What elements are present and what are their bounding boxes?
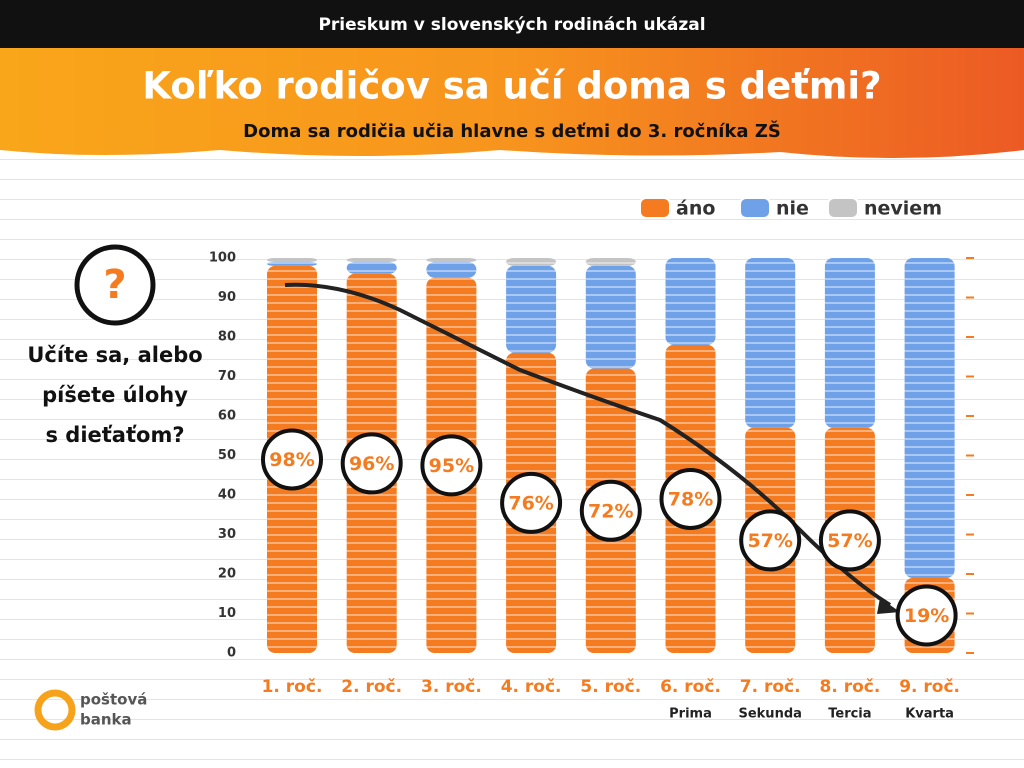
y-tick-label: 90 xyxy=(218,290,236,305)
legend-label: neviem xyxy=(864,198,942,220)
y-tick-label: 100 xyxy=(209,251,236,266)
title: Koľko rodičov sa učí doma s deťmi? xyxy=(142,65,881,108)
bar-texture xyxy=(665,258,716,345)
legend-label: nie xyxy=(776,198,809,220)
value-badge xyxy=(420,434,483,497)
bar-texture xyxy=(904,258,955,578)
bar-texture xyxy=(426,261,477,278)
question-line: s dieťaťom? xyxy=(45,423,184,447)
y-tick-label: 80 xyxy=(218,330,236,345)
x-tick-label: 9. roč. xyxy=(899,677,960,697)
bar-texture xyxy=(267,258,317,262)
legend-swatch xyxy=(827,197,859,219)
value-badge xyxy=(659,467,722,530)
bar-texture xyxy=(346,258,397,262)
subtitle: Doma sa rodičia učia hlavne s deťmi do 3… xyxy=(243,120,781,142)
title-band xyxy=(0,48,1024,159)
x-tick-label: 8. roč. xyxy=(819,677,880,697)
bar-texture xyxy=(506,265,557,353)
x-tick-label: 2. roč. xyxy=(341,677,402,697)
question-line: Učíte sa, alebo xyxy=(27,343,202,367)
arrow-head xyxy=(877,598,900,614)
value-badge xyxy=(500,471,563,534)
bar-texture xyxy=(346,261,397,274)
x-tick-label: 5. roč. xyxy=(580,677,641,697)
y-tick-label: 0 xyxy=(227,646,236,661)
legend-label: áno xyxy=(676,198,715,220)
x-tick-label: 3. roč. xyxy=(421,677,482,697)
value-label: 57% xyxy=(747,530,792,552)
value-badge xyxy=(340,432,403,495)
value-badge xyxy=(818,509,881,572)
top-bar xyxy=(0,0,1024,48)
y-tick-label: 10 xyxy=(218,606,236,621)
value-label: 95% xyxy=(429,455,474,477)
y-tick-label: 50 xyxy=(218,448,236,463)
value-badge xyxy=(739,509,802,572)
bar-texture xyxy=(585,265,636,369)
value-badge xyxy=(895,584,958,647)
trend-arrow xyxy=(284,282,892,607)
logo-text: banka xyxy=(80,711,132,729)
x-sub-label: Kvarta xyxy=(905,707,954,722)
bar-texture xyxy=(267,261,317,266)
x-tick-label: 7. roč. xyxy=(740,677,801,697)
value-label: 96% xyxy=(349,453,394,475)
y-tick-label: 70 xyxy=(218,369,236,384)
bar-texture xyxy=(426,258,477,262)
value-label: 98% xyxy=(269,449,314,471)
question-icon xyxy=(74,244,156,326)
x-tick-label: 6. roč. xyxy=(660,677,721,697)
x-sub-label: Prima xyxy=(669,707,712,722)
y-tick-label: 30 xyxy=(218,527,236,542)
logo-mark xyxy=(34,689,76,731)
bar-texture xyxy=(745,258,796,428)
bar-texture xyxy=(585,258,636,266)
legend-swatch xyxy=(639,197,671,219)
y-tick-label: 60 xyxy=(218,409,236,424)
x-sub-label: Tercia xyxy=(828,707,871,722)
x-tick-label: 1. roč. xyxy=(262,677,323,697)
question-line: píšete úlohy xyxy=(42,383,188,407)
kicker: Prieskum v slovenských rodinách ukázal xyxy=(318,15,705,35)
question-mark: ? xyxy=(103,262,126,308)
x-tick-label: 4. roč. xyxy=(501,677,562,697)
value-label: 72% xyxy=(588,500,633,522)
value-label: 78% xyxy=(668,488,713,510)
bar-texture xyxy=(824,258,875,428)
value-badge xyxy=(261,428,323,491)
value-label: 19% xyxy=(904,605,949,627)
logo-text: poštová xyxy=(80,691,147,709)
value-badge xyxy=(579,479,642,542)
y-tick-label: 40 xyxy=(218,488,236,503)
value-label: 76% xyxy=(508,492,553,514)
x-sub-label: Sekunda xyxy=(738,707,801,722)
legend-swatch xyxy=(739,197,771,219)
value-label: 57% xyxy=(827,530,872,552)
bar-texture xyxy=(506,258,557,266)
y-tick-label: 20 xyxy=(218,567,236,582)
